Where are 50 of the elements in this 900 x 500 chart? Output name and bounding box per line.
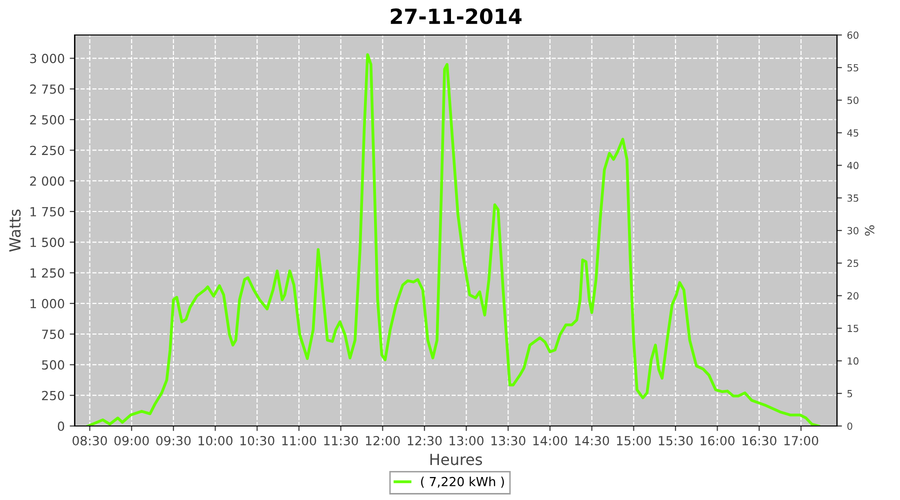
y-tick-label: 1 500 [30,238,64,248]
y2-tick-label: 10 [848,357,858,365]
x-tick-label: 16:30 [742,436,776,446]
y2-tick-label: 5 [847,390,852,398]
y2-tick-label: 20 [847,292,858,300]
x-tick-label: 08:30 [72,436,107,446]
y-tick-label: 1 750 [30,206,64,216]
y-tick-label: 3 000 [30,54,64,64]
x-tick-label: 09:00 [114,436,149,446]
y2-axis-title: % [864,225,874,236]
y2-tick-label: 45 [847,129,858,137]
y2-tick-label: 55 [847,64,858,72]
x-tick-label: 10:30 [240,436,274,446]
y-tick-label: 2 500 [30,115,64,124]
line-series [86,53,820,426]
chart-title: 27-11-2014 [390,8,522,24]
y2-tick-label: 40 [847,162,858,170]
x-tick-label: 10:00 [198,436,232,446]
y-tick-label: 1 250 [30,268,64,278]
x-tick-label: 14:00 [533,436,568,446]
legend-label: ( 7,220 kWh ) [421,476,504,488]
y2-tick-label: 15 [848,324,858,332]
y2-tick-label: 35 [847,194,858,202]
x-tick-label: 12:00 [366,436,400,446]
y-tick-label: 250 [42,390,64,400]
x-tick-label: 16:00 [700,436,735,446]
x-tick-label: 11:00 [282,436,316,446]
y-tick-label: 500 [42,360,64,370]
y-tick-label: 2 250 [30,146,64,156]
x-tick-label: 13:00 [450,436,484,446]
y2-tick-label: 50 [847,96,858,104]
y-tick-label: 0 [58,421,64,431]
y-tick-label: 750 [42,330,64,339]
x-tick-label: 14:30 [575,436,610,446]
y2-tick-label: 60 [847,31,858,39]
x-tick-label: 09:30 [156,436,191,446]
x-tick-label: 15:00 [617,436,651,446]
y-tick-label: 2 000 [30,176,64,186]
y-tick-label: 2 750 [30,84,64,94]
x-axis-title: Heures [430,454,482,466]
x-tick-label: 17:00 [784,436,818,446]
x-tick-label: 15:30 [658,436,693,446]
y2-tick-label: 30 [847,226,858,234]
x-tick-label: 13:30 [492,436,526,446]
x-tick-label: 12:30 [408,436,442,446]
y-tick-label: 1 000 [30,298,64,308]
y-axis-title: Watts [9,210,21,252]
y2-tick-label: 0 [847,422,852,430]
x-tick-label: 11:30 [324,436,358,446]
y2-tick-label: 25 [847,260,858,267]
